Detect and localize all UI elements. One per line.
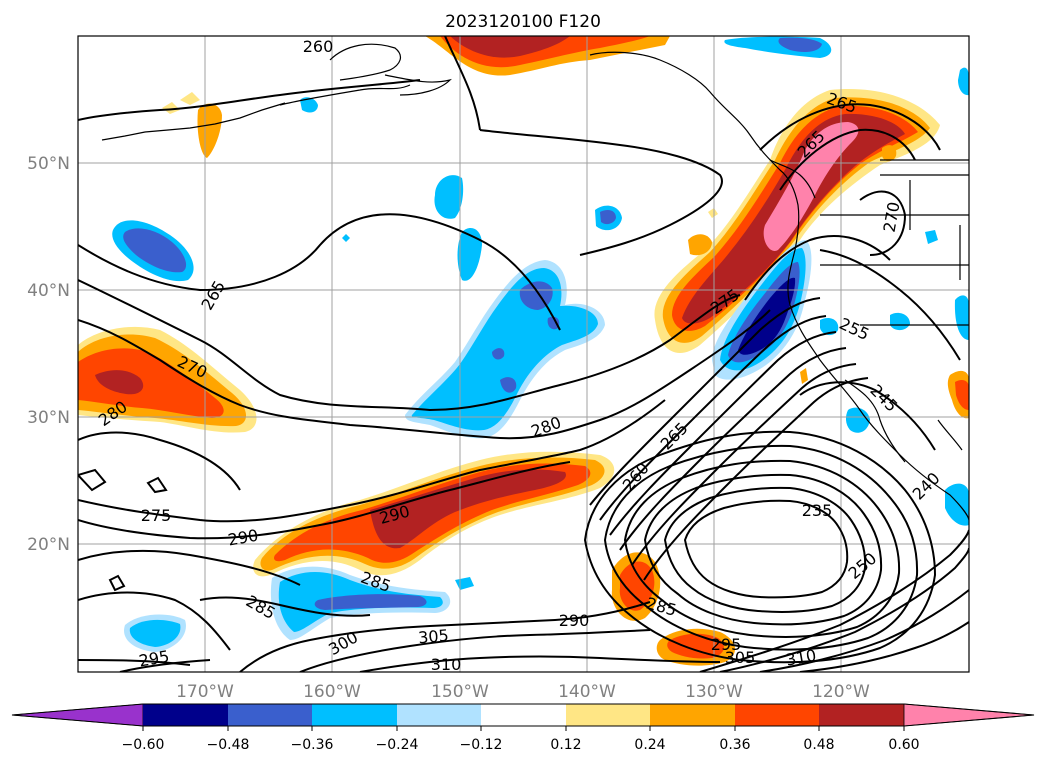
contour-lines: [78, 36, 969, 672]
colorbar-segment: [143, 704, 228, 726]
lat-label: 30°N: [27, 408, 70, 428]
colorbar-tick-label: −0.60: [122, 737, 165, 753]
colorbar-segment: [735, 704, 819, 726]
colorbar-ticks: [142, 726, 905, 731]
map-title: 2023120100 F120: [445, 12, 601, 32]
coastlines: [101, 43, 969, 521]
contour-label: 310: [431, 655, 462, 674]
contour-label: 305: [417, 626, 449, 648]
colorbar-tick-label: 0.60: [888, 737, 919, 753]
lon-label: 150°W: [431, 682, 489, 702]
graticule: [78, 36, 969, 672]
colorbar-segment: [566, 704, 650, 726]
colorbar-tick-label: 0.24: [634, 737, 665, 753]
contour-label: 295: [711, 635, 742, 654]
lat-label: 50°N: [27, 154, 70, 174]
colorbar-segment: [819, 704, 904, 726]
colorbar-tick-label: −0.48: [207, 737, 250, 753]
colorbar-tick-label: −0.24: [376, 737, 419, 753]
contour-labels: 260 265 265 265 270 270 275 275 280 280 …: [95, 37, 944, 674]
colorbar-tick-label: 0.48: [803, 737, 834, 753]
lon-labels: 170°W 160°W 150°W 140°W 130°W 120°W: [176, 682, 870, 702]
contour-label: 235: [802, 501, 833, 520]
contour-label: 290: [559, 611, 590, 630]
lon-label: 140°W: [558, 682, 616, 702]
colorbar-segment: [650, 704, 735, 726]
colorbar-tick-label: 0.36: [719, 737, 750, 753]
colorbar-extend-high: [903, 703, 1035, 727]
colorbar-tick-label: −0.12: [460, 737, 503, 753]
lon-label: 160°W: [303, 682, 361, 702]
colorbar: −0.60 −0.48 −0.36 −0.24 −0.12 0.12 0.24 …: [11, 703, 1035, 753]
contour-label: 260: [303, 37, 334, 56]
colorbar-segment: [481, 704, 566, 726]
contour-label: 275: [141, 506, 172, 525]
colorbar-extend-low: [11, 703, 144, 727]
colorbar-segment: [397, 704, 481, 726]
colorbar-segment: [312, 704, 397, 726]
lat-label: 20°N: [27, 535, 70, 555]
map-frame: [77, 35, 970, 673]
lon-label: 170°W: [176, 682, 234, 702]
map-area: 260 265 265 265 270 270 275 275 280 280 …: [78, 36, 969, 674]
lon-label: 120°W: [812, 682, 870, 702]
colorbar-segment: [228, 704, 312, 726]
colorbar-tick-label: 0.12: [550, 737, 581, 753]
lat-labels: 50°N 40°N 30°N 20°N: [27, 154, 70, 555]
shading-layer: [78, 36, 969, 666]
lat-label: 40°N: [27, 281, 70, 301]
lon-label: 130°W: [685, 682, 743, 702]
contour-label: 305: [725, 648, 756, 667]
colorbar-tick-label: −0.36: [291, 737, 334, 753]
